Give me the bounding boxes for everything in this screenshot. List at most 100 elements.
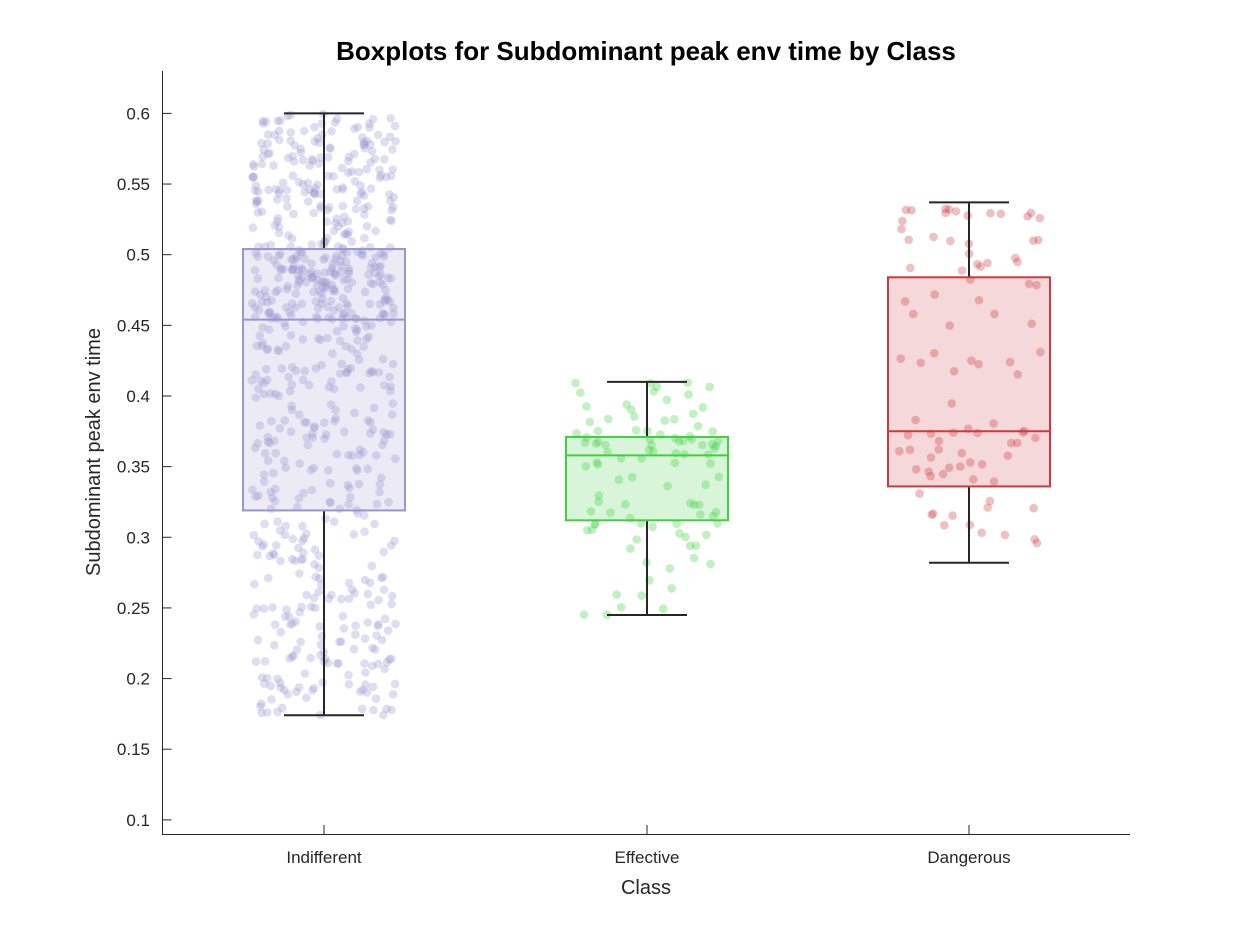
data-point [295, 569, 304, 578]
data-point [337, 594, 346, 604]
data-point [275, 186, 285, 195]
data-point [255, 421, 265, 430]
data-point [357, 133, 367, 142]
data-point [265, 438, 275, 448]
data-point [1030, 535, 1039, 544]
data-point [359, 448, 368, 457]
data-point [631, 425, 641, 435]
data-point [356, 181, 365, 190]
data-point [273, 214, 283, 223]
data-point [250, 580, 259, 589]
data-point [709, 444, 719, 453]
data-point [384, 190, 394, 199]
data-point [287, 265, 297, 275]
data-point [286, 128, 296, 137]
jitter-points [247, 109, 1045, 720]
data-point [614, 475, 624, 485]
data-point [947, 399, 956, 408]
data-point [338, 243, 348, 253]
data-point [257, 699, 266, 708]
data-point [319, 255, 328, 264]
data-point [385, 132, 395, 141]
data-point [389, 303, 398, 313]
data-point [685, 541, 695, 551]
data-point [1024, 279, 1034, 289]
data-point [351, 630, 360, 639]
data-point [371, 694, 381, 703]
data-point [253, 187, 263, 196]
data-point [287, 310, 296, 320]
data-point [278, 178, 288, 188]
data-point [304, 197, 313, 206]
data-point [259, 145, 268, 154]
data-point [271, 448, 281, 458]
data-point [315, 622, 324, 631]
data-point [288, 619, 297, 628]
x-axis-label: Class [621, 877, 671, 899]
data-point [293, 271, 303, 280]
data-point [383, 626, 393, 635]
data-point [308, 272, 318, 282]
data-point [379, 547, 388, 557]
data-point [280, 685, 289, 695]
data-point [330, 118, 340, 127]
data-point [1005, 357, 1015, 367]
data-point [376, 261, 385, 271]
data-point [380, 614, 390, 624]
data-point [248, 160, 258, 169]
data-point [658, 604, 668, 613]
data-point [391, 619, 400, 629]
data-point [300, 417, 309, 427]
data-point [384, 497, 393, 507]
data-point [367, 146, 377, 156]
data-point [637, 591, 646, 600]
data-point [382, 430, 392, 439]
data-point [387, 216, 396, 225]
data-point [347, 308, 356, 318]
data-point [328, 259, 338, 269]
data-point [341, 341, 351, 351]
data-point [373, 130, 383, 140]
data-point [383, 273, 393, 283]
data-point [679, 436, 688, 446]
data-point [372, 499, 382, 509]
data-point [363, 416, 373, 425]
data-point [911, 415, 920, 425]
data-point [366, 158, 375, 167]
data-point [314, 276, 324, 285]
data-point [355, 450, 365, 460]
data-point [667, 584, 676, 593]
data-point [342, 248, 352, 257]
data-point [901, 205, 911, 215]
data-point [290, 141, 299, 150]
data-point [711, 441, 721, 451]
data-point [260, 679, 269, 688]
data-point [287, 234, 297, 243]
data-point [367, 366, 376, 376]
data-point [253, 438, 262, 448]
data-point [352, 325, 362, 335]
data-point [909, 309, 918, 319]
data-point [983, 503, 992, 512]
data-point [977, 528, 986, 537]
data-point [344, 499, 354, 509]
data-point [262, 364, 271, 374]
data-point [362, 688, 372, 697]
data-point [339, 427, 349, 437]
data-point [355, 687, 365, 696]
data-point [315, 287, 324, 296]
data-point [359, 191, 369, 200]
data-point [282, 185, 292, 195]
data-point [379, 252, 389, 261]
data-point [262, 345, 272, 354]
data-point [336, 637, 346, 646]
data-point [274, 222, 284, 232]
data-point [382, 658, 392, 667]
x-tick-label: Indifferent [286, 848, 362, 867]
data-point [337, 163, 347, 173]
data-point [334, 222, 343, 231]
data-point [282, 284, 292, 294]
data-point [388, 690, 398, 699]
data-point [311, 364, 321, 373]
data-point [334, 659, 344, 668]
